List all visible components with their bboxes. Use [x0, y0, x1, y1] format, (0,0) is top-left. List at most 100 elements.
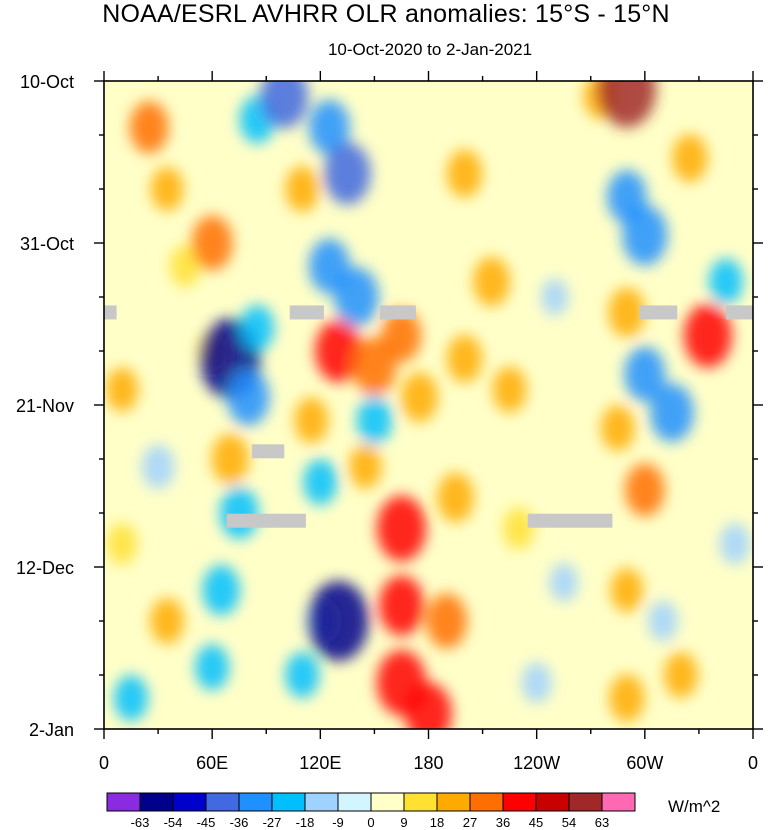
colorbar-box-7 [337, 792, 372, 812]
anomaly-feature-30 [285, 652, 320, 698]
colorbar-label-11: 36 [496, 815, 510, 830]
missing-data-bar-4 [725, 305, 753, 320]
anomaly-feature-8 [211, 433, 249, 485]
colorbar-label-12: 45 [529, 815, 543, 830]
anomaly-feature-11 [195, 644, 230, 691]
colorbar-label-4: -27 [263, 815, 282, 830]
colorbar-box-8 [370, 792, 405, 812]
y-tick-label-3: 12-Dec [16, 558, 74, 578]
anomaly-feature-53 [647, 600, 678, 642]
colorbar-box-5 [271, 792, 306, 812]
colorbar-label-10: 27 [463, 815, 477, 830]
x-tick-label-5: 60W [626, 753, 663, 773]
anomaly-feature-23 [356, 396, 393, 445]
anomaly-feature-62 [106, 523, 138, 565]
x-tick-label-0: 0 [99, 753, 109, 773]
colorbar-box-3 [205, 792, 240, 812]
anomaly-feature-57 [708, 258, 743, 305]
anomaly-feature-14 [285, 166, 320, 212]
anomaly-feature-21 [381, 308, 422, 363]
anomaly-feature-46 [622, 205, 668, 266]
anomaly-feature-52 [610, 568, 644, 613]
missing-data-bar-5 [251, 444, 285, 459]
anomaly-field [104, 81, 753, 729]
anomaly-feature-18 [334, 267, 379, 327]
missing-data-bar-2 [379, 305, 416, 320]
anomaly-feature-25 [303, 459, 338, 506]
y-tick-label-1: 31-Oct [20, 234, 74, 254]
axis-ticks: 0 60E 120E 180 120W 60W 0 10-Oct 31-Oct 21-Nov 12-… [16, 71, 763, 773]
colorbar-label-13: 54 [562, 815, 576, 830]
x-tick-label-2: 120E [299, 753, 341, 773]
colorbar-box-1 [139, 792, 174, 812]
colorbar-label-0: -63 [131, 815, 150, 830]
colorbar-box-10 [436, 792, 471, 812]
anomaly-feature-59 [663, 652, 698, 698]
anomaly-feature-6 [227, 368, 270, 426]
anomaly-feature-38 [492, 366, 527, 413]
anomaly-feature-39 [446, 334, 483, 383]
missing-data-bar-6 [226, 513, 306, 528]
anomaly-feature-33 [405, 682, 452, 729]
colorbar-label-9: 18 [430, 815, 444, 830]
anomaly-feature-20 [352, 337, 397, 396]
anomaly-feature-49 [649, 383, 694, 443]
anomaly-feature-10 [202, 564, 240, 616]
anomaly-feature-0 [129, 101, 169, 154]
anomaly-feature-35 [437, 472, 474, 523]
colorbar-label-1: -54 [164, 815, 183, 830]
x-tick-label-4: 120W [513, 753, 560, 773]
anomaly-feature-56 [683, 303, 732, 368]
anomaly-feature-37 [473, 256, 510, 307]
colorbar-box-6 [304, 792, 339, 812]
anomaly-feature-55 [672, 134, 708, 183]
chart-title: NOAA/ESRL AVHRR OLR anomalies: 15°S - 15… [102, 0, 670, 28]
colorbar-label-6: -9 [332, 815, 344, 830]
anomaly-feature-15 [308, 99, 350, 155]
anomaly-feature-36 [446, 149, 483, 198]
anomaly-feature-1 [150, 166, 184, 212]
anomaly-feature-9 [219, 486, 259, 540]
anomaly-feature-64 [141, 444, 175, 489]
anomaly-feature-22 [294, 397, 329, 444]
anomaly-feature-26 [349, 444, 382, 489]
anomaly-feature-51 [625, 463, 665, 517]
missing-data-bar-3 [639, 305, 678, 320]
anomaly-feature-47 [608, 287, 646, 338]
anomaly-feature-34 [426, 593, 468, 649]
colorbar-label-7: 0 [367, 815, 374, 830]
y-tick-label-2: 21-Nov [16, 396, 74, 416]
colorbar-label-14: 63 [595, 815, 609, 830]
missing-data-bars [104, 305, 753, 528]
anomaly-feature-42 [549, 563, 578, 602]
colorbar-box-9 [403, 792, 438, 812]
missing-data-bar-7 [527, 513, 613, 528]
anomaly-feature-48 [624, 346, 666, 402]
anomaly-feature-13 [260, 81, 309, 129]
anomaly-feature-19 [315, 319, 362, 383]
y-tick-label-4: 2-Jan [29, 720, 74, 740]
missing-data-bar-0 [104, 305, 117, 320]
colorbar-box-15 [601, 792, 636, 812]
colorbar-box-14 [568, 792, 603, 812]
colorbar-box-12 [502, 792, 537, 812]
anomaly-feature-27 [376, 495, 427, 562]
anomaly-feature-54 [609, 674, 645, 723]
colorbar-box-2 [172, 792, 207, 812]
x-tick-label-3: 180 [413, 753, 443, 773]
anomaly-feature-24 [401, 372, 438, 423]
anomaly-feature-43 [521, 662, 552, 704]
anomaly-feature-7 [240, 304, 275, 351]
x-tick-label-1: 60E [196, 753, 228, 773]
anomaly-feature-63 [114, 675, 149, 722]
colorbar-box-13 [535, 792, 570, 812]
x-tick-label-6: 0 [748, 753, 758, 773]
colorbar-label-2: -45 [197, 815, 216, 830]
missing-data-bar-1 [289, 305, 324, 320]
anomaly-feature-50 [600, 405, 635, 452]
anomaly-feature-65 [150, 598, 185, 644]
anomaly-feature-16 [324, 142, 371, 205]
y-tick-label-0: 10-Oct [20, 72, 74, 92]
anomaly-feature-40 [503, 507, 535, 550]
